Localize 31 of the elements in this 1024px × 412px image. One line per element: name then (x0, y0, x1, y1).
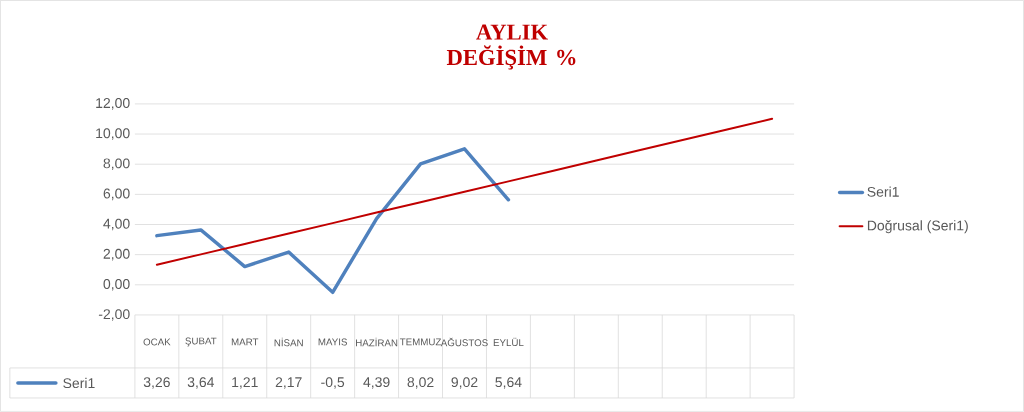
y-tick-label: 6,00 (103, 188, 130, 201)
legend-label: Seri1 (63, 377, 95, 389)
data-label: 9,02 (451, 377, 478, 389)
y-tick-label: 12,00 (96, 98, 130, 110)
chart-title: AYLIK DEĞİŞİM % (446, 24, 576, 70)
data-label: 3,26 (143, 377, 170, 389)
x-tick-label: EYLÜL (493, 337, 524, 347)
text: Seri1 (867, 186, 899, 197)
y-tick-label: 8,00 (103, 158, 130, 171)
y-tick-label: 4,00 (103, 218, 130, 231)
x-tick-label: ŞUBAT (185, 337, 217, 347)
y-tick-label: 2,00 (103, 248, 130, 261)
legend-label: Doğrusal (Seri1) (867, 220, 968, 234)
data-label: 1,21 (232, 377, 258, 389)
x-tick-label: MAYIS (318, 338, 347, 346)
data-label: 3,64 (187, 377, 215, 389)
data-label: 5,64 (495, 377, 522, 389)
data-label: -0,5 (321, 377, 345, 389)
y-tick-label: -2,00 (98, 309, 130, 321)
data-label: 8,02 (407, 377, 434, 389)
y-tick-label: 0,00 (103, 279, 130, 291)
x-tick-label: HAZİRAN (356, 337, 398, 347)
x-tick-label: TEMMUZ (399, 338, 442, 346)
y-tick-label: 10,00 (96, 128, 130, 140)
line-series (155, 147, 511, 295)
x-tick-label: OCAK (143, 338, 171, 346)
x-tick-label: NİSAN (274, 337, 303, 347)
data-label: 4,39 (363, 377, 390, 389)
x-tick-label: AĞUSTOS (440, 337, 488, 347)
x-tick-label: MART (231, 338, 259, 346)
data-label: 2,17 (275, 377, 302, 389)
